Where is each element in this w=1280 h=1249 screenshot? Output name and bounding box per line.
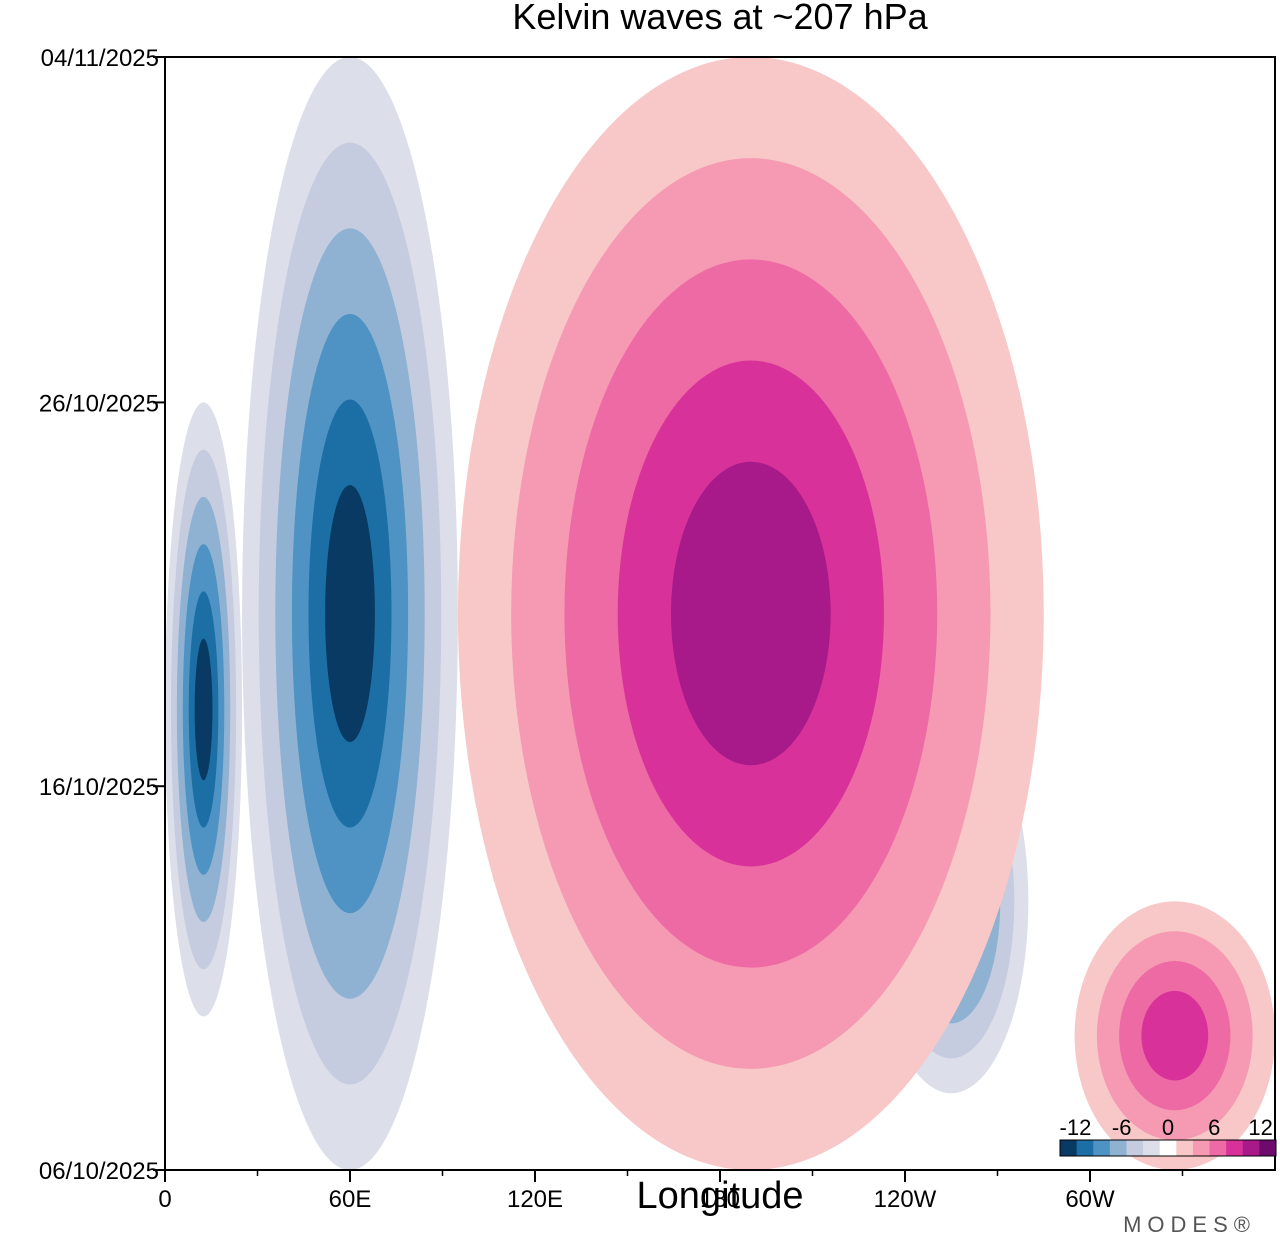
x-axis-label: Longitude: [636, 1175, 804, 1217]
y-tick-label: 16/10/2025: [39, 774, 159, 801]
colorbar-swatch: [1226, 1140, 1244, 1156]
colorbar-swatch: [1192, 1140, 1211, 1156]
y-tick-label: 26/10/2025: [39, 390, 159, 417]
colorbar-swatch: [1143, 1140, 1161, 1156]
x-tick-label: 180: [700, 1186, 740, 1213]
x-tick-label: 120E: [507, 1186, 563, 1213]
colorbar-label: -6: [1112, 1115, 1132, 1140]
colorbar-label: -12: [1060, 1115, 1092, 1140]
chart-title: Kelvin waves at ~207 hPa: [512, 0, 928, 37]
y-axis: 06/10/2025 16/10/2025 26/10/2025 04/11/2025: [39, 45, 165, 1185]
colorbar-swatch: [1126, 1140, 1144, 1156]
x-tick-label: 60E: [329, 1186, 372, 1213]
colorbar-swatch: [1060, 1140, 1078, 1156]
y-tick-label: 06/10/2025: [39, 1158, 159, 1185]
colorbar-swatch: [1159, 1140, 1177, 1156]
feature-3: [457, 57, 1044, 1170]
contour-field: [165, 57, 1275, 1170]
contour-band-1-12: [325, 485, 375, 742]
brand-logo: MODES®: [1123, 1212, 1256, 1237]
colorbar-label: 12: [1248, 1115, 1272, 1140]
colorbar-swatch: [1209, 1140, 1227, 1156]
colorbar-swatch: [1093, 1140, 1111, 1156]
feature-0: [165, 402, 243, 1017]
colorbar-swatch: [1259, 1140, 1277, 1156]
contour-band-3-10: [670, 461, 831, 766]
colorbar-swatch: [1076, 1140, 1094, 1156]
x-tick-label: 60W: [1065, 1186, 1115, 1213]
colorbar-label: 0: [1162, 1115, 1174, 1140]
feature-4: [1074, 901, 1275, 1170]
contour-band-4-8: [1141, 990, 1209, 1081]
colorbar-swatch: [1242, 1140, 1260, 1156]
colorbar-frame: [1059, 1139, 1277, 1157]
colorbar-label: 6: [1208, 1115, 1220, 1140]
feature-1: [242, 57, 458, 1170]
x-tick-label: 120W: [874, 1186, 937, 1213]
x-axis: 0 60E 120E 180 120W 60W: [158, 1170, 1184, 1213]
colorbar-swatch: [1176, 1140, 1194, 1156]
y-tick-label: 04/11/2025: [41, 45, 159, 72]
contour-band-0-12: [194, 638, 213, 781]
colorbar: -12 -6 0 6 12: [1059, 1115, 1277, 1157]
colorbar-swatch: [1109, 1140, 1127, 1156]
x-tick-label: 0: [158, 1186, 171, 1213]
